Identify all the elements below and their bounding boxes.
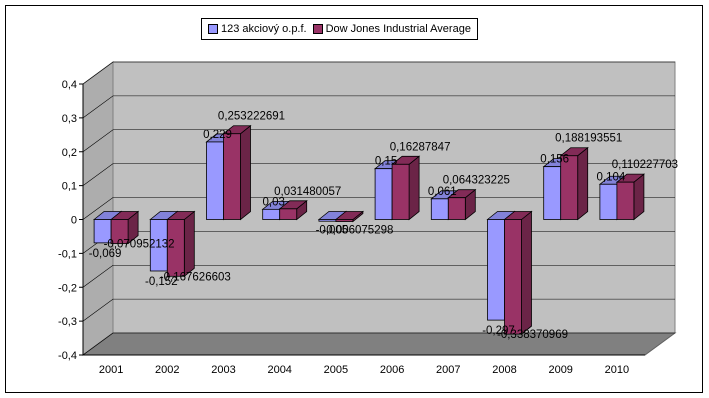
x-tick-label-2001: 2001 [99,364,123,376]
bar-2009-series-2 [559,146,589,221]
bar-2001-series-2 [109,210,140,245]
gridline [82,61,675,85]
bar-2004-series-2 [278,200,308,221]
floor [81,332,677,356]
bar-2010-series-2 [615,173,646,221]
bar-front [430,198,449,220]
bar-front [560,155,579,220]
x-tick-label-2004: 2004 [267,364,291,376]
data-label-2003-series-1: 0,229 [203,129,232,141]
data-label-2006-series-2: 0,16287847 [390,141,451,153]
data-label-2004-series-1: 0,03 [263,196,285,208]
legend-item-series-1: 123 akciový o.p.f. [208,23,307,35]
y-tick-label: 0,3 [62,113,77,125]
data-label-2005-series-1: -0,005 [316,225,349,237]
bar-2002-series-2 [166,210,196,278]
gridline [82,129,675,152]
x-tick-label-2003: 2003 [211,364,235,376]
data-label-2006-series-1: 0,15 [375,156,397,168]
bar-2008-series-2 [503,210,533,335]
bar-side [521,210,532,335]
x-tick-label-2005: 2005 [324,364,348,376]
legend-swatch-series-2 [312,24,323,34]
legend-swatch-series-1 [208,24,218,34]
bar-front [504,219,522,335]
bar-side [577,146,589,221]
bar-front [318,219,337,222]
bar-front [223,133,241,220]
x-tick-label-2002: 2002 [155,364,179,376]
data-label-2008-series-2: -0,338370969 [497,329,568,341]
bar-side [408,155,420,221]
legend-label-series-2: Dow Jones Industrial Average [325,23,471,35]
bar-front [487,219,505,321]
y-tick-label: -0,2 [58,282,77,294]
legend: 123 akciový o.p.f. Dow Jones Industrial … [201,18,478,40]
bar-front [279,208,298,220]
x-tick-label-2009: 2009 [548,364,572,376]
data-label-2003-series-2: 0,253222691 [218,111,285,123]
gridline [82,163,675,186]
y-tick-label: -0,4 [58,350,77,362]
bar-2007-series-2 [447,188,477,221]
y-tick-label: 0,2 [62,147,77,159]
data-label-2002-series-1: -0,152 [145,276,178,288]
bars [92,124,646,335]
data-label-2007-series-1: 0,061 [428,186,457,198]
data-label-2010-series-2: 0,110227703 [612,159,678,171]
bar-front [166,219,185,277]
bar-front [447,197,466,220]
bar-front [335,219,354,222]
x-tick-label-2010: 2010 [605,364,629,376]
data-label-2004-series-2: 0,031480057 [274,186,341,198]
gridline [82,332,675,356]
data-label-2008-series-1: -0,297 [482,325,515,337]
bar-2006-series-2 [390,155,421,221]
y-tick-label: 0,4 [62,79,77,91]
legend-label-series-1: 123 akciový o.p.f. [221,23,307,35]
bar-front [599,183,618,220]
data-label-2001-series-2: -0,070952132 [104,239,175,251]
gridline [82,95,675,119]
data-label-2005-series-2: -0,006075298 [322,225,393,237]
bar-front [391,163,410,220]
bar-front [374,168,393,220]
x-tick-labels: 2001 2002 2003 2004 2005 2006 2007 2008 2009 2010 [99,364,629,376]
axes [79,83,645,356]
data-labels: -0,069-0,070952132 -0,152-0,167626603 0,22… [89,111,678,341]
legend-item-series-2: Dow Jones Industrial Average [312,23,471,35]
data-label-2010-series-1: 0,104 [597,171,626,183]
data-label-2009-series-2: 0,188193551 [555,133,622,145]
bar-front [262,208,281,220]
y-tick-label: -0,3 [58,316,77,328]
y-tick-label: 0 [71,215,77,227]
bar-2003-series-2 [222,124,252,221]
x-tick-label-2006: 2006 [380,364,404,376]
bar-2005-series-2 [334,210,365,223]
bar-side [240,124,251,221]
gridline [82,197,675,220]
y-tick-labels: -0,4 -0,3 -0,2 -0,1 0 0,1 0,2 0,3 0,4 [58,79,77,362]
bar-side [183,210,195,278]
bar-front [543,166,562,220]
bar-front [110,219,129,244]
x-tick-label-2008: 2008 [492,364,516,376]
y-tick-label: 0,1 [62,181,77,193]
data-label-2001-series-1: -0,069 [89,248,122,260]
data-label-2007-series-2: 0,064323225 [443,175,510,187]
bar-front [206,141,224,220]
data-label-2009-series-1: 0,156 [540,154,569,166]
data-label-2002-series-2: -0,167626603 [160,271,231,283]
x-tick-label-2007: 2007 [436,364,460,376]
bar-front [616,181,635,220]
y-tick-label: -0,1 [58,248,77,260]
